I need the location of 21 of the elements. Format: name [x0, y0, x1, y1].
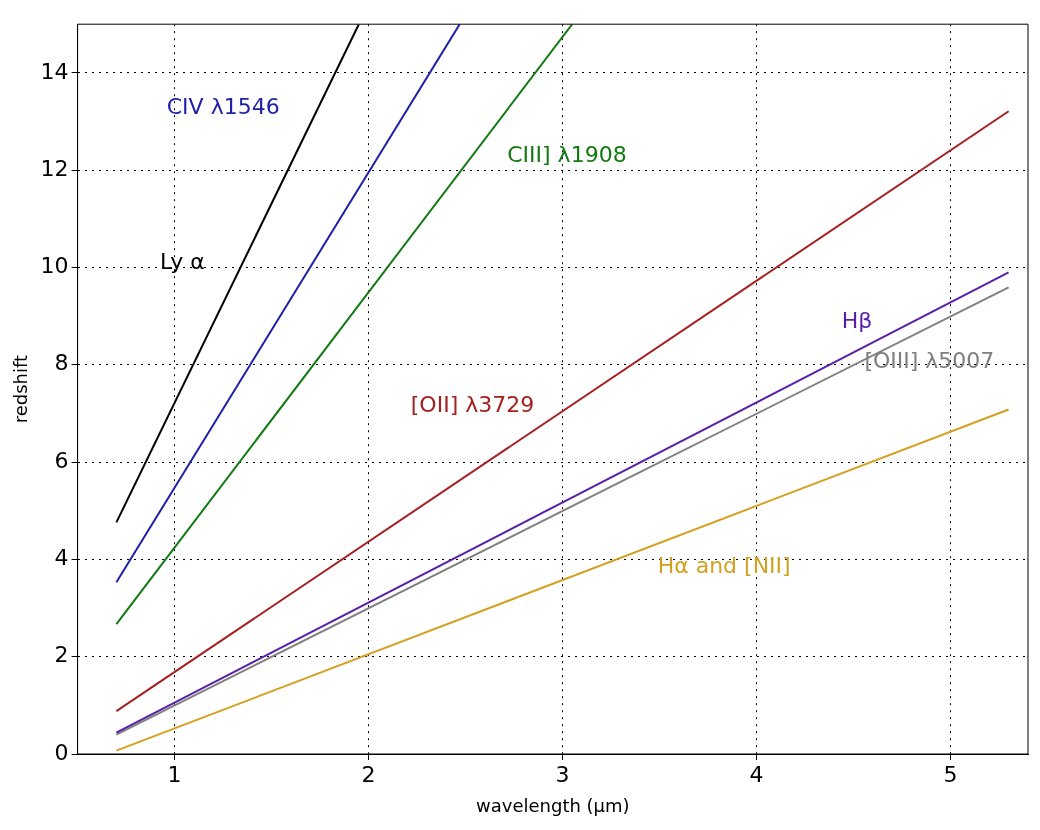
x-tick-label: 2	[361, 761, 376, 787]
y-tick-label: 12	[40, 155, 69, 181]
y-tick-label: 4	[54, 545, 69, 571]
y-tick-label: 6	[54, 447, 69, 473]
y-tick-label: 10	[40, 253, 69, 279]
x-tick-label: 1	[167, 761, 182, 787]
series-label: Hα and [NII]	[657, 552, 791, 578]
series-label: CIII] λ1908	[507, 141, 627, 167]
x-axis-title: wavelength (μm)	[475, 794, 630, 816]
series-label: [OIII] λ5007	[864, 347, 995, 373]
y-tick-label: 0	[54, 739, 69, 765]
y-axis-title: redshift	[10, 354, 32, 424]
series-label: Hβ	[841, 308, 873, 334]
y-tick-label: 8	[54, 350, 69, 376]
text: CIV λ1546	[166, 93, 280, 119]
x-tick-label: 4	[749, 761, 764, 787]
x-tick-label: 3	[555, 761, 570, 787]
x-tick-label: 5	[943, 761, 958, 787]
y-tick-label: 14	[40, 58, 69, 84]
y-tick-label: 2	[54, 642, 69, 668]
series-label: [OII] λ3729	[410, 391, 535, 417]
